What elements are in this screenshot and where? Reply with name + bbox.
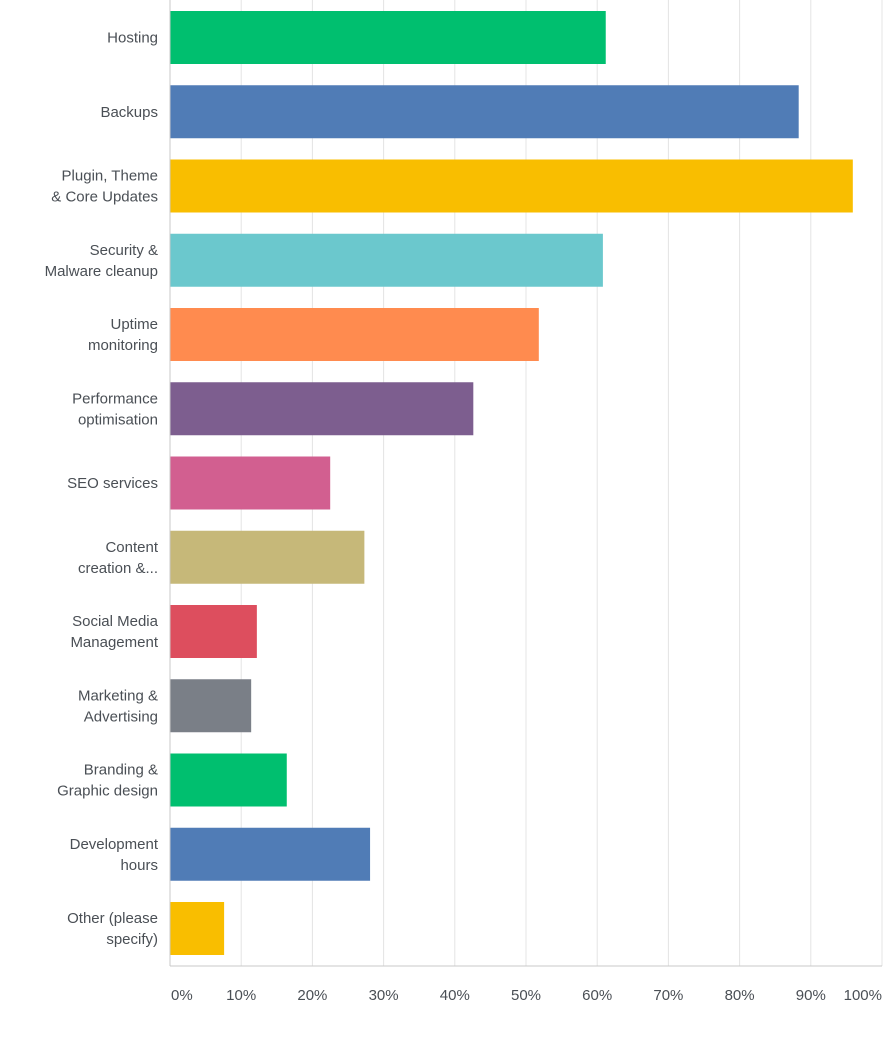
category-label-4: Uptime monitoring <box>88 316 158 354</box>
category-label-1: Backups <box>100 104 158 121</box>
category-labels: Hosting Backups Plugin, Theme & Core Update… <box>45 30 159 949</box>
category-label-9: Marketing & Advertising <box>78 687 158 725</box>
category-label-line: Uptime <box>110 316 158 333</box>
category-label-12: Other (please specify) <box>67 910 158 948</box>
bar-6 <box>170 456 331 510</box>
category-label-line: Plugin, Theme <box>62 168 158 185</box>
x-tick-label-10: 10% <box>226 987 256 1004</box>
axes <box>169 0 882 967</box>
category-label-line: optimisation <box>78 411 158 428</box>
bars <box>170 11 853 955</box>
x-tick-label-70: 70% <box>653 987 683 1004</box>
category-label-line: Management <box>70 634 158 651</box>
category-label-line: Marketing & <box>78 687 158 704</box>
category-label-line: Content <box>105 539 158 556</box>
x-tick-label-30: 30% <box>369 987 399 1004</box>
bar-2 <box>170 159 853 213</box>
category-label-line: Branding & <box>84 762 158 779</box>
bar-4 <box>170 308 539 361</box>
category-label-line: Backups <box>100 104 158 121</box>
category-label-11: Development hours <box>70 836 159 874</box>
x-tick-labels: 0% 10% 20% 30% 40% 50% 60% 70% 80% 90% 100% <box>171 987 882 1004</box>
x-tick-label-100: 100% <box>844 987 882 1004</box>
category-label-line: Development <box>70 836 159 853</box>
x-tick-label-80: 80% <box>725 987 755 1004</box>
gridlines <box>240 0 883 966</box>
category-label-10: Branding & Graphic design <box>57 762 158 800</box>
x-tick-label-40: 40% <box>440 987 470 1004</box>
category-label-line: SEO services <box>67 475 158 492</box>
category-label-line: Performance <box>72 390 158 407</box>
category-label-line: hours <box>120 857 158 874</box>
category-label-line: Security & <box>90 242 158 259</box>
bar-12 <box>170 902 225 955</box>
bar-5 <box>170 382 474 436</box>
category-label-line: Hosting <box>107 30 158 47</box>
bar-11 <box>170 827 371 881</box>
category-label-7: Content creation &... <box>78 539 159 577</box>
x-tick-label-0: 0% <box>171 987 193 1004</box>
x-tick-label-90: 90% <box>796 987 826 1004</box>
x-tick-label-60: 60% <box>582 987 612 1004</box>
category-label-3: Security & Malware cleanup <box>45 242 158 280</box>
category-label-line: Graphic design <box>57 783 158 800</box>
category-label-line: & Core Updates <box>51 189 158 206</box>
x-tick-label-50: 50% <box>511 987 541 1004</box>
category-label-line: creation &... <box>78 560 158 577</box>
bar-0 <box>170 11 606 64</box>
category-label-2: Plugin, Theme & Core Updates <box>51 168 158 206</box>
bar-3 <box>170 233 603 287</box>
bar-9 <box>170 679 252 733</box>
category-label-line: specify) <box>106 931 158 948</box>
category-label-line: Other (please <box>67 910 158 927</box>
category-label-line: Malware cleanup <box>45 263 158 280</box>
category-label-line: Social Media <box>72 613 159 630</box>
bar-8 <box>170 605 257 658</box>
bar-7 <box>170 530 365 584</box>
category-label-8: Social Media Management <box>70 613 158 651</box>
bar-10 <box>170 753 287 807</box>
category-label-line: Advertising <box>84 708 158 725</box>
category-label-0: Hosting <box>107 30 158 47</box>
category-label-line: monitoring <box>88 337 158 354</box>
category-label-5: Performance optimisation <box>72 390 158 428</box>
bar-1 <box>170 85 799 139</box>
category-label-6: SEO services <box>67 475 158 492</box>
x-tick-label-20: 20% <box>297 987 327 1004</box>
